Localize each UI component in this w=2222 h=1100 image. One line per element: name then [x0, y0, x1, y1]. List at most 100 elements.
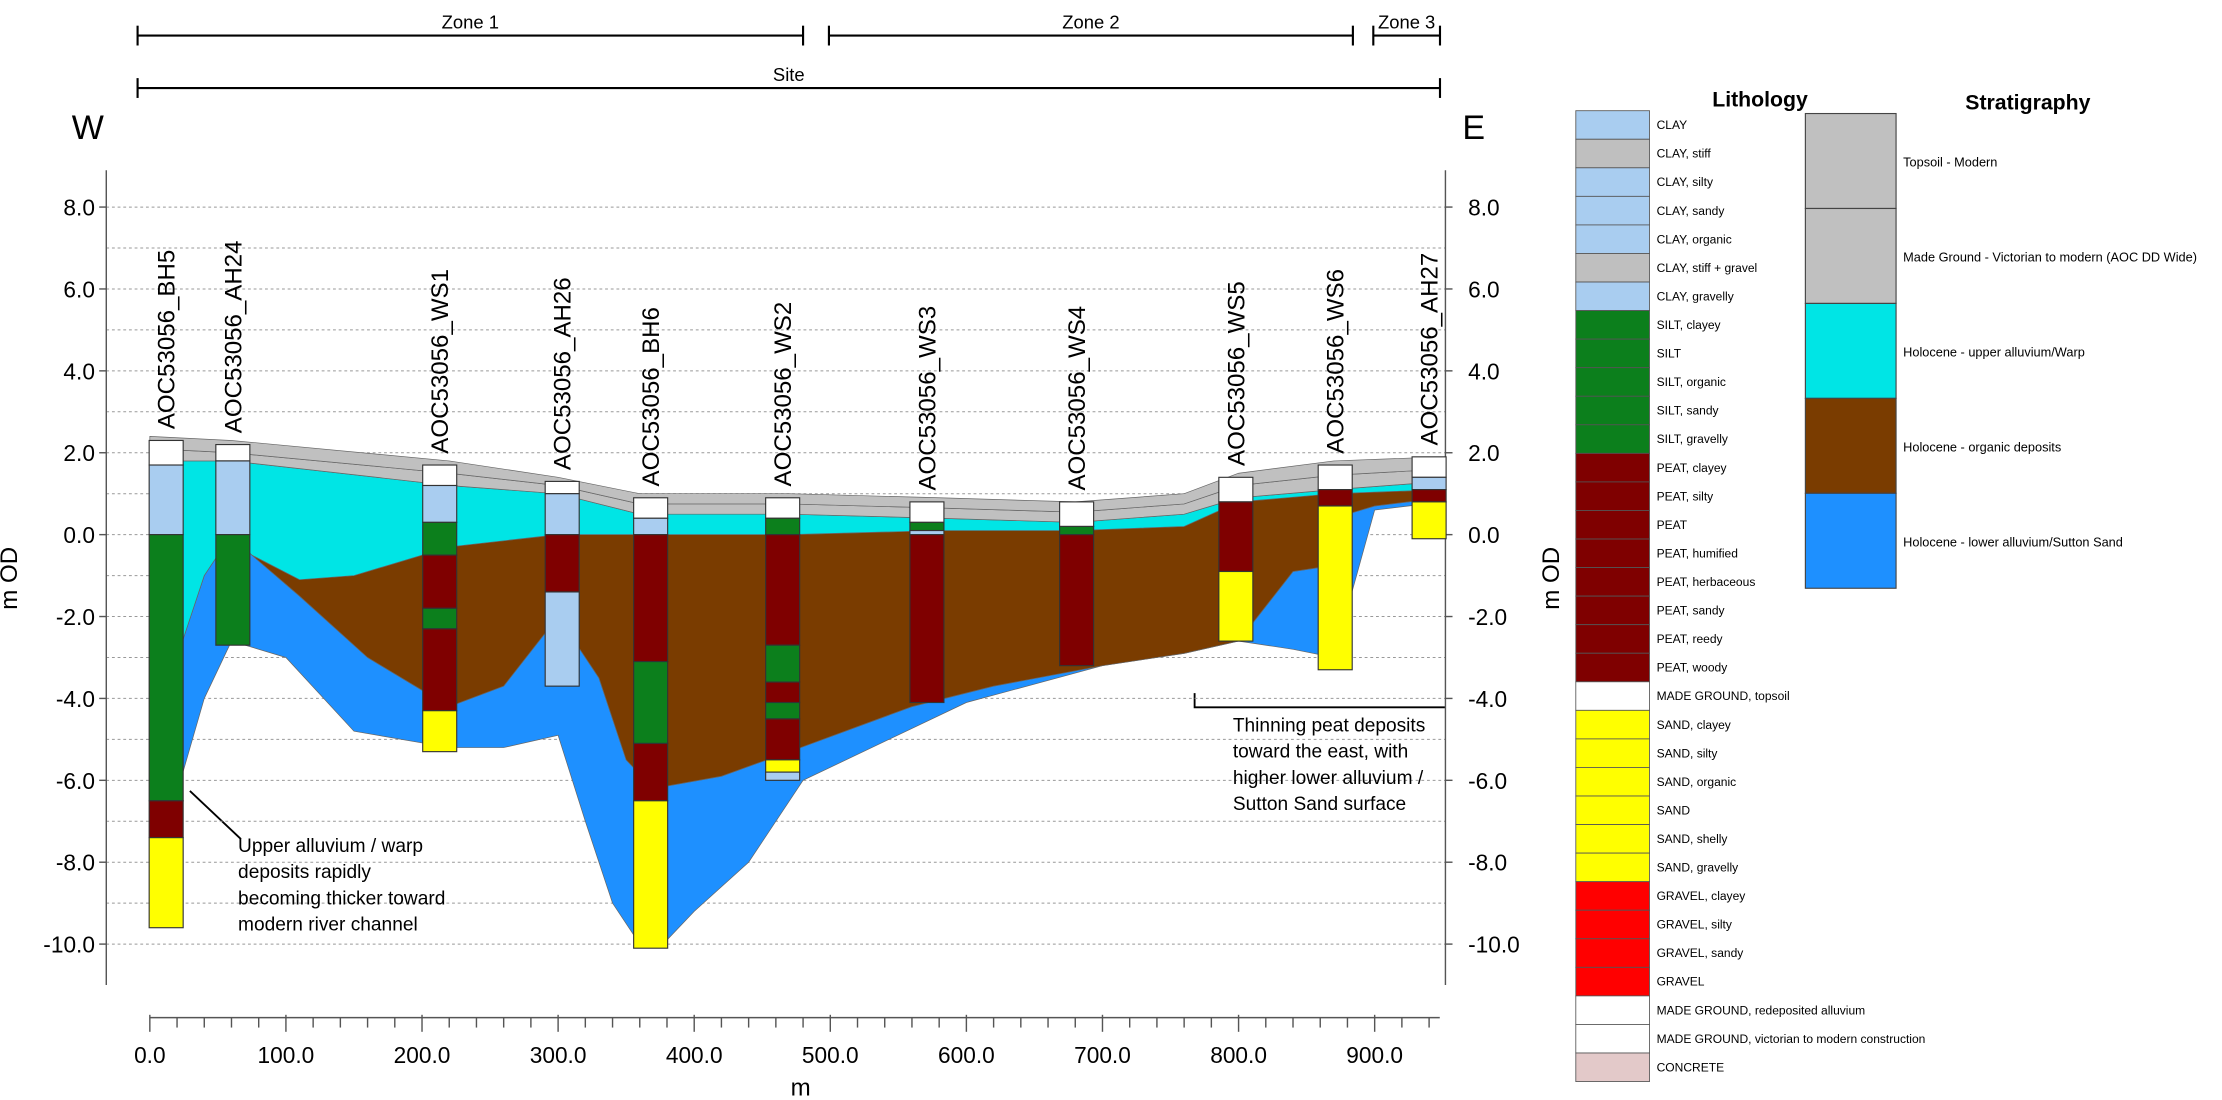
site-label: Site — [773, 64, 805, 85]
lithology-label: CLAY, gravelly — [1657, 289, 1734, 303]
y-tick-label-right: -2.0 — [1468, 604, 1507, 630]
stratigraphy-label: Holocene - organic deposits — [1903, 440, 2061, 455]
lithology-swatch — [1576, 853, 1650, 882]
lithology-label: GRAVEL, sandy — [1657, 946, 1744, 960]
chart: W E m OD m OD m Lithology Stratigraphy 8… — [0, 0, 2222, 1100]
borehole-name: AOC53056_AH26 — [550, 277, 577, 470]
x-tick-label: 800.0 — [1210, 1042, 1267, 1068]
stratigraphy-label: Holocene - lower alluvium/Sutton Sand — [1903, 534, 2123, 549]
borehole-layer — [149, 535, 183, 801]
lithology-label: CLAY, silty — [1657, 175, 1713, 189]
borehole-layer — [1060, 502, 1094, 527]
lithology-swatch — [1576, 996, 1650, 1025]
y-axis-label-right: m OD — [1538, 547, 1565, 610]
lithology-label: CLAY, sandy — [1657, 204, 1725, 218]
y-tick-label: 0.0 — [63, 522, 95, 548]
lithology-swatch — [1576, 796, 1650, 825]
borehole-layer — [910, 531, 944, 535]
borehole-layer — [149, 465, 183, 535]
x-tick-label: 0.0 — [134, 1042, 165, 1068]
y-tick-label: -6.0 — [56, 768, 95, 794]
x-tick-label: 700.0 — [1074, 1042, 1131, 1068]
borehole-name: AOC53056_WS1 — [427, 269, 454, 454]
lithology-label: MADE GROUND, victorian to modern constru… — [1657, 1032, 1926, 1046]
lithology-label: SILT, organic — [1657, 375, 1726, 389]
stratigraphy-swatch — [1805, 493, 1896, 588]
borehole-layer — [149, 440, 183, 465]
lithology-label: PEAT, reedy — [1657, 632, 1723, 646]
lithology-label: SAND, silty — [1657, 746, 1718, 760]
borehole-name: AOC53056_BH5 — [154, 250, 181, 429]
lithology-swatch — [1576, 168, 1650, 197]
lithology-swatch — [1576, 682, 1650, 711]
y-tick-label-right: -8.0 — [1468, 850, 1507, 876]
annotation-line: higher lower alluvium / — [1233, 768, 1424, 789]
zone-label: Zone 1 — [442, 12, 499, 33]
borehole-layer — [910, 535, 944, 703]
stratigraphy-label: Made Ground - Victorian to modern (AOC D… — [1903, 250, 2197, 265]
lithology-swatch — [1576, 368, 1650, 397]
borehole-layer — [423, 608, 457, 628]
zone-label: Zone 3 — [1378, 12, 1435, 33]
lithology-swatch — [1576, 253, 1650, 282]
lithology-label: CLAY, organic — [1657, 232, 1732, 246]
page: {"chart_data": { "type": "cross-section"… — [0, 0, 2222, 1100]
x-tick-label: 600.0 — [938, 1042, 995, 1068]
borehole-layer — [545, 592, 579, 686]
lithology-label: MADE GROUND, redeposited alluvium — [1657, 1003, 1866, 1017]
borehole-layer — [1412, 502, 1446, 539]
lithology-label: PEAT, humified — [1657, 546, 1738, 560]
y-tick-label-right: 0.0 — [1468, 522, 1500, 548]
lithology-swatch — [1576, 625, 1650, 654]
y-tick-label: -8.0 — [56, 850, 95, 876]
y-axis-label: m OD — [0, 547, 23, 610]
lithology-label: SILT, gravelly — [1657, 432, 1728, 446]
borehole-layer — [634, 801, 668, 948]
y-tick-label-right: 8.0 — [1468, 195, 1500, 221]
lithology-label: MADE GROUND, topsoil — [1657, 689, 1790, 703]
lithology-swatch — [1576, 568, 1650, 597]
borehole-layer — [216, 461, 250, 535]
borehole-layer — [766, 703, 800, 719]
x-tick-label: 400.0 — [666, 1042, 723, 1068]
stratigraphy-label: Topsoil - Modern — [1903, 155, 1997, 170]
lithology-swatch — [1576, 282, 1650, 311]
east-label: E — [1462, 109, 1485, 147]
borehole-layer — [766, 682, 800, 702]
lithology-swatch — [1576, 1024, 1650, 1053]
lithology-label: SAND, shelly — [1657, 832, 1728, 846]
borehole-name: AOC53056_WS4 — [1064, 306, 1091, 491]
borehole-layer — [1060, 526, 1094, 534]
borehole-layer — [423, 486, 457, 523]
lithology-swatch — [1576, 767, 1650, 796]
borehole-layer — [545, 494, 579, 535]
lithology-label: SAND, clayey — [1657, 718, 1731, 732]
annotation-line: Thinning peat deposits — [1233, 715, 1425, 736]
lithology-swatch — [1576, 425, 1650, 454]
borehole-layer — [216, 445, 250, 461]
borehole-layer — [1412, 490, 1446, 502]
lithology-swatch — [1576, 710, 1650, 739]
borehole-layer — [1219, 571, 1253, 641]
borehole-layer — [1412, 457, 1446, 477]
lithology-swatch — [1576, 739, 1650, 768]
lithology-swatch — [1576, 339, 1650, 368]
borehole-layer — [766, 535, 800, 646]
borehole-layer — [910, 502, 944, 522]
lithology-label: PEAT, woody — [1657, 661, 1728, 675]
x-axis-label: m — [791, 1075, 811, 1100]
y-tick-label-right: 2.0 — [1468, 440, 1500, 466]
annotation-line: Upper alluvium / warp — [238, 836, 423, 857]
y-tick-label-right: -10.0 — [1468, 932, 1520, 958]
lithology-swatch — [1576, 596, 1650, 625]
lithology-label: PEAT, herbaceous — [1657, 575, 1756, 589]
lithology-label: SAND, gravelly — [1657, 861, 1739, 875]
borehole-layer — [149, 801, 183, 838]
borehole-layer — [634, 498, 668, 518]
borehole-layer — [423, 465, 457, 485]
borehole-name: AOC53056_WS2 — [770, 302, 797, 487]
y-tick-label-right: -6.0 — [1468, 768, 1507, 794]
lithology-swatch — [1576, 910, 1650, 939]
annotation-line: becoming thicker toward — [238, 888, 445, 909]
x-tick-label: 100.0 — [258, 1042, 315, 1068]
